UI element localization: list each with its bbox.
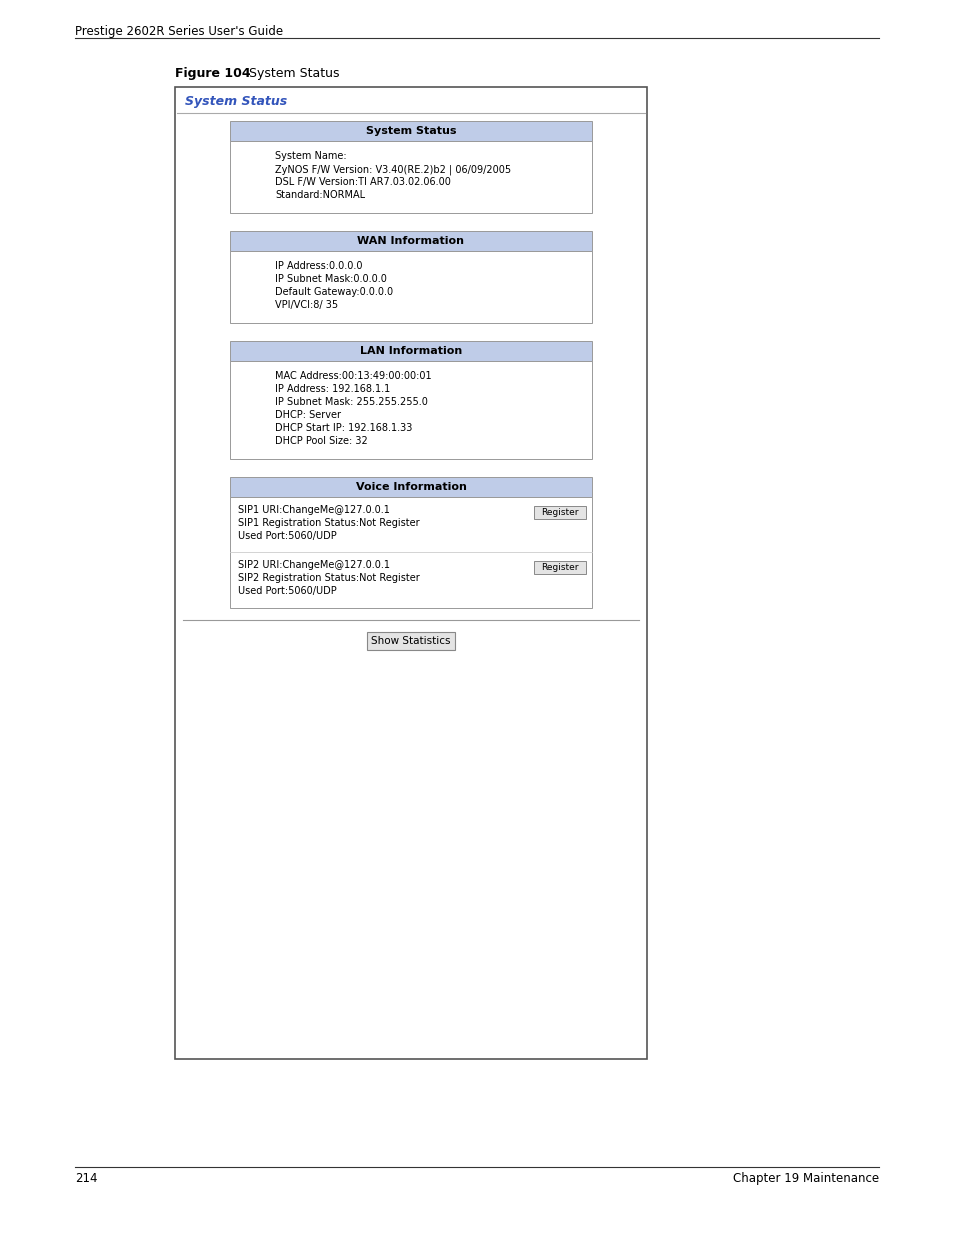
Text: MAC Address:00:13:49:00:00:01: MAC Address:00:13:49:00:00:01 <box>274 370 431 382</box>
Bar <box>230 477 592 496</box>
Bar <box>230 141 592 212</box>
Text: IP Address: 192.168.1.1: IP Address: 192.168.1.1 <box>274 384 390 394</box>
Bar <box>174 86 646 1058</box>
Bar <box>534 506 585 519</box>
Text: System Status: System Status <box>365 126 456 136</box>
Text: DHCP Start IP: 192.168.1.33: DHCP Start IP: 192.168.1.33 <box>274 424 412 433</box>
Text: Prestige 2602R Series User's Guide: Prestige 2602R Series User's Guide <box>75 25 283 38</box>
Bar <box>534 561 585 574</box>
Text: System Name:: System Name: <box>274 151 346 161</box>
Text: DHCP Pool Size: 32: DHCP Pool Size: 32 <box>274 436 367 446</box>
Text: Standard:NORMAL: Standard:NORMAL <box>274 190 365 200</box>
Text: Used Port:5060/UDP: Used Port:5060/UDP <box>237 585 336 597</box>
Text: SIP2 URI:ChangeMe@127.0.0.1: SIP2 URI:ChangeMe@127.0.0.1 <box>237 559 390 571</box>
Text: LAN Information: LAN Information <box>359 346 461 356</box>
Text: IP Subnet Mask: 255.255.255.0: IP Subnet Mask: 255.255.255.0 <box>274 396 428 408</box>
Text: Show Statistics: Show Statistics <box>371 636 450 646</box>
Bar <box>230 496 592 608</box>
Text: SIP1 Registration Status:Not Register: SIP1 Registration Status:Not Register <box>237 517 419 529</box>
Text: Register: Register <box>540 508 578 517</box>
Text: Used Port:5060/UDP: Used Port:5060/UDP <box>237 531 336 541</box>
Text: VPI/VCI:8/ 35: VPI/VCI:8/ 35 <box>274 300 337 310</box>
Text: DHCP: Server: DHCP: Server <box>274 410 340 420</box>
Text: Default Gateway:0.0.0.0: Default Gateway:0.0.0.0 <box>274 287 393 296</box>
Text: WAN Information: WAN Information <box>357 236 464 246</box>
Text: ZyNOS F/W Version: V3.40(RE.2)b2 | 06/09/2005: ZyNOS F/W Version: V3.40(RE.2)b2 | 06/09… <box>274 164 511 174</box>
Text: Voice Information: Voice Information <box>355 482 466 492</box>
Bar <box>230 341 592 361</box>
Text: SIP2 Registration Status:Not Register: SIP2 Registration Status:Not Register <box>237 573 419 583</box>
Bar <box>230 121 592 141</box>
Text: 214: 214 <box>75 1172 97 1186</box>
Text: Figure 104: Figure 104 <box>174 67 251 80</box>
Bar <box>230 361 592 459</box>
Text: System Status: System Status <box>236 67 339 80</box>
Bar <box>230 251 592 324</box>
Text: Chapter 19 Maintenance: Chapter 19 Maintenance <box>732 1172 878 1186</box>
Bar <box>367 632 455 650</box>
Text: IP Subnet Mask:0.0.0.0: IP Subnet Mask:0.0.0.0 <box>274 274 387 284</box>
Text: System Status: System Status <box>185 95 287 107</box>
Text: SIP1 URI:ChangeMe@127.0.0.1: SIP1 URI:ChangeMe@127.0.0.1 <box>237 505 390 515</box>
Text: IP Address:0.0.0.0: IP Address:0.0.0.0 <box>274 261 362 270</box>
Text: Register: Register <box>540 563 578 572</box>
Text: DSL F/W Version:TI AR7.03.02.06.00: DSL F/W Version:TI AR7.03.02.06.00 <box>274 177 451 186</box>
Bar <box>230 231 592 251</box>
